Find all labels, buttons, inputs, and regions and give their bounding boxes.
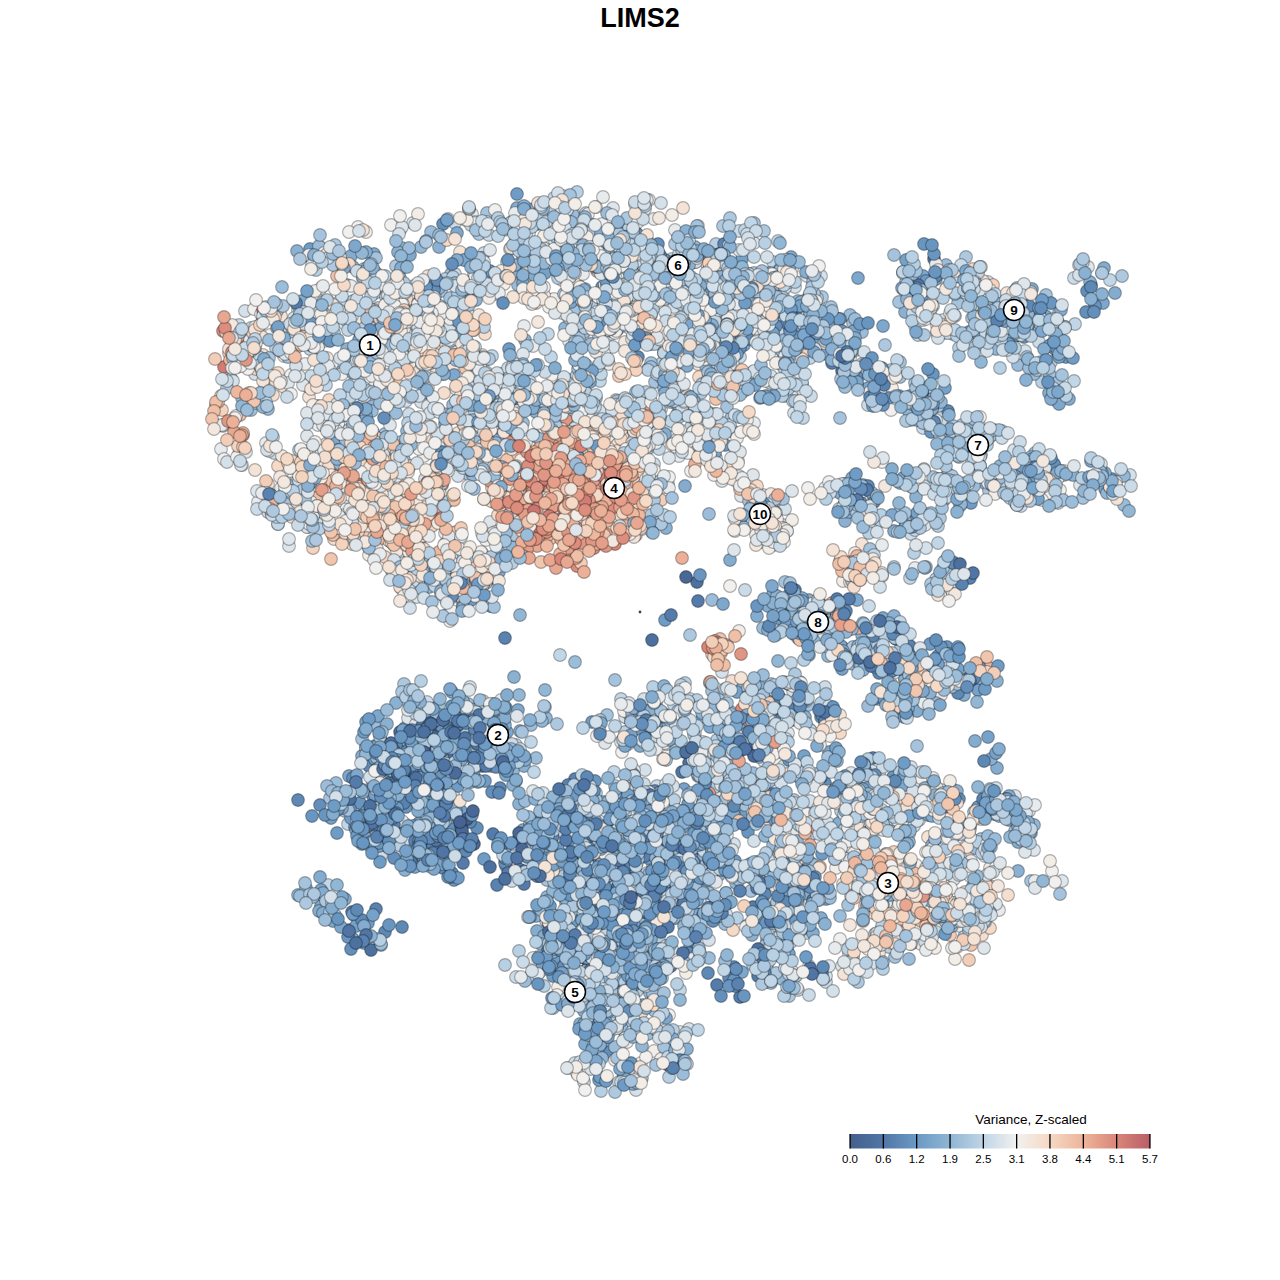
svg-text:2.5: 2.5 xyxy=(975,1153,991,1165)
svg-text:7: 7 xyxy=(974,438,982,453)
svg-text:2: 2 xyxy=(494,728,502,743)
svg-text:LIMS2: LIMS2 xyxy=(600,3,680,33)
svg-text:0.6: 0.6 xyxy=(875,1153,891,1165)
svg-text:Variance, Z-scaled: Variance, Z-scaled xyxy=(975,1112,1087,1127)
svg-text:6: 6 xyxy=(674,258,682,273)
svg-text:3.1: 3.1 xyxy=(1009,1153,1025,1165)
svg-text:3: 3 xyxy=(884,876,892,891)
svg-text:9: 9 xyxy=(1010,303,1018,318)
svg-text:3.8: 3.8 xyxy=(1042,1153,1058,1165)
svg-text:0.0: 0.0 xyxy=(842,1153,858,1165)
svg-text:5.1: 5.1 xyxy=(1109,1153,1125,1165)
svg-text:4.4: 4.4 xyxy=(1075,1153,1092,1165)
svg-text:8: 8 xyxy=(814,615,822,630)
svg-text:1: 1 xyxy=(366,338,374,353)
svg-text:1.9: 1.9 xyxy=(942,1153,958,1165)
svg-text:10: 10 xyxy=(752,507,767,522)
svg-text:5: 5 xyxy=(571,985,579,1000)
svg-text:1.2: 1.2 xyxy=(909,1153,925,1165)
svg-text:5.7: 5.7 xyxy=(1142,1153,1158,1165)
svg-text:4: 4 xyxy=(610,481,618,496)
